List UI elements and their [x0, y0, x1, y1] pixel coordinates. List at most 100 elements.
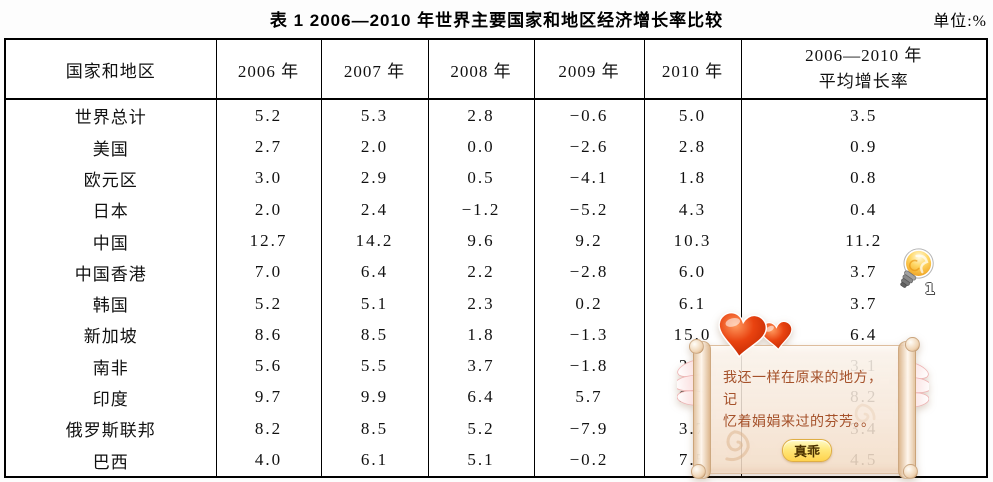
col-header-2007: 2007 年 — [320, 39, 429, 100]
value-cell: 6.1 — [320, 444, 429, 477]
scroll-roll-right — [898, 341, 916, 479]
country-cell: 巴西 — [4, 444, 217, 477]
hearts-icon — [718, 312, 793, 358]
value-cell: −2.6 — [533, 131, 645, 163]
value-cell: −1.3 — [533, 319, 645, 351]
unit-label: 单位:% — [933, 13, 987, 30]
value-cell: 3.5 — [740, 99, 988, 132]
col-header-2009: 2009 年 — [533, 39, 645, 100]
value-cell: 2.7 — [215, 131, 322, 163]
table-row: 欧元区 3.0 2.9 0.5 −4.1 1.8 0.8 — [4, 162, 988, 195]
value-cell: 2.9 — [320, 162, 429, 195]
tip-bulb-icon[interactable]: 1 — [892, 246, 938, 300]
value-cell: 3.7 — [740, 287, 988, 320]
value-cell: 7.0 — [215, 256, 322, 288]
value-cell: 9.2 — [533, 225, 645, 257]
value-cell: 0.0 — [427, 131, 535, 163]
value-cell: 5.2 — [215, 99, 322, 132]
value-cell: 0.4 — [740, 194, 988, 226]
value-cell: 5.7 — [533, 381, 645, 414]
value-cell: 9.6 — [427, 225, 535, 257]
country-cell: 印度 — [4, 381, 217, 414]
value-cell: 2.3 — [427, 287, 535, 320]
value-cell: 2.4 — [320, 194, 429, 226]
value-cell: 5.2 — [215, 287, 322, 320]
country-cell: 欧元区 — [4, 162, 217, 195]
country-cell: 新加坡 — [4, 319, 217, 351]
country-cell: 美国 — [4, 131, 217, 163]
value-cell: 2.8 — [427, 99, 535, 132]
value-cell: 5.1 — [320, 287, 429, 320]
value-cell: 9.9 — [320, 381, 429, 414]
country-cell: 俄罗斯联邦 — [4, 413, 217, 445]
country-cell: 中国香港 — [4, 256, 217, 288]
value-cell: −1.8 — [533, 350, 645, 382]
value-cell: 5.5 — [320, 350, 429, 382]
value-cell: 0.9 — [740, 131, 988, 163]
table-row: 新加坡 8.6 8.5 1.8 −1.3 15.0 6.4 — [4, 319, 988, 351]
scroll-paper: 我还一样在原来的地方，记 忆着娟娟来过的芬芳。。 真乖 — [700, 345, 914, 474]
scroll-roll-left — [693, 341, 711, 479]
value-cell: 4.3 — [643, 194, 742, 226]
value-cell: 0.8 — [740, 162, 988, 195]
value-cell: 6.4 — [320, 256, 429, 288]
scroll-curl-icon — [903, 464, 918, 479]
value-cell: 11.2 — [740, 225, 988, 257]
country-cell: 韩国 — [4, 287, 217, 320]
value-cell: 5.2 — [427, 413, 535, 445]
scroll-curl-icon — [689, 339, 704, 354]
spiral-watermark-icon — [725, 430, 750, 462]
col-header-2006: 2006 年 — [215, 39, 322, 100]
lightbulb-icon — [900, 248, 934, 288]
spiral-watermark-small-icon — [854, 403, 876, 423]
scroll-curl-icon — [905, 337, 920, 352]
value-cell: 1.8 — [427, 319, 535, 351]
value-cell: 8.2 — [215, 413, 322, 445]
table-title: 表 1 2006—2010 年世界主要国家和地区经济增长率比较 — [269, 11, 724, 30]
country-cell: 中国 — [4, 225, 217, 257]
ok-button[interactable]: 真乖 — [781, 439, 833, 462]
header-row: 国家和地区 2006 年 2007 年 2008 年 2009 年 2010 年… — [4, 39, 988, 100]
value-cell: 9.7 — [215, 381, 322, 414]
value-cell: 0.5 — [427, 162, 535, 195]
value-cell: 6.4 — [427, 381, 535, 414]
table-row: 美国 2.7 2.0 0.0 −2.6 2.8 0.9 — [4, 131, 988, 163]
value-cell: 8.5 — [320, 413, 429, 445]
note-message: 我还一样在原来的地方，记 忆着娟娟来过的芬芳。。 — [723, 369, 883, 429]
value-cell: −1.2 — [427, 194, 535, 226]
value-cell: 5.6 — [215, 350, 322, 382]
country-cell: 南非 — [4, 350, 217, 382]
value-cell: 10.3 — [643, 225, 742, 257]
value-cell: 1.8 — [643, 162, 742, 195]
value-cell: 5.1 — [427, 444, 535, 477]
table-row: 印度9.79.96.45.79.78.2 — [4, 381, 988, 414]
value-cell: −0.6 — [533, 99, 645, 132]
value-cell: 2.0 — [215, 194, 322, 226]
value-cell: 2.0 — [320, 131, 429, 163]
col-header-2008: 2008 年 — [427, 39, 535, 100]
value-cell: 3.0 — [215, 162, 322, 195]
value-cell: 5.0 — [643, 99, 742, 132]
table-row: 韩国 5.2 5.1 2.3 0.2 6.1 3.7 — [4, 287, 988, 320]
table-row: 中国 12.7 14.2 9.6 9.2 10.3 11.2 — [4, 225, 988, 257]
value-cell: −2.8 — [533, 256, 645, 288]
avg-header-line2: 平均增长率 — [818, 72, 909, 91]
value-cell: 2.2 — [427, 256, 535, 288]
avg-header-line1: 2006—2010 年 — [805, 46, 923, 65]
document-header: 表 1 2006—2010 年世界主要国家和地区经济增长率比较 单位:% — [0, 3, 993, 31]
value-cell: −0.2 — [533, 444, 645, 477]
value-cell: 3.7 — [427, 350, 535, 382]
col-header-average: 2006—2010 年 平均增长率 — [740, 39, 988, 100]
bulb-badge: 1 — [924, 280, 935, 298]
table-row: 世界总计 5.2 5.3 2.8 −0.6 5.0 3.5 — [4, 99, 988, 132]
col-header-2010: 2010 年 — [643, 39, 742, 100]
value-cell: 14.2 — [320, 225, 429, 257]
value-cell: 2.8 — [643, 131, 742, 163]
scroll-curl-icon — [691, 464, 706, 479]
value-cell: 6.0 — [643, 256, 742, 288]
value-cell: 4.0 — [215, 444, 322, 477]
value-cell: −7.9 — [533, 413, 645, 445]
value-cell: 8.6 — [215, 319, 322, 351]
love-note-widget[interactable]: 我还一样在原来的地方，记 忆着娟娟来过的芬芳。。 真乖 — [677, 310, 929, 480]
value-cell: 0.2 — [533, 287, 645, 320]
